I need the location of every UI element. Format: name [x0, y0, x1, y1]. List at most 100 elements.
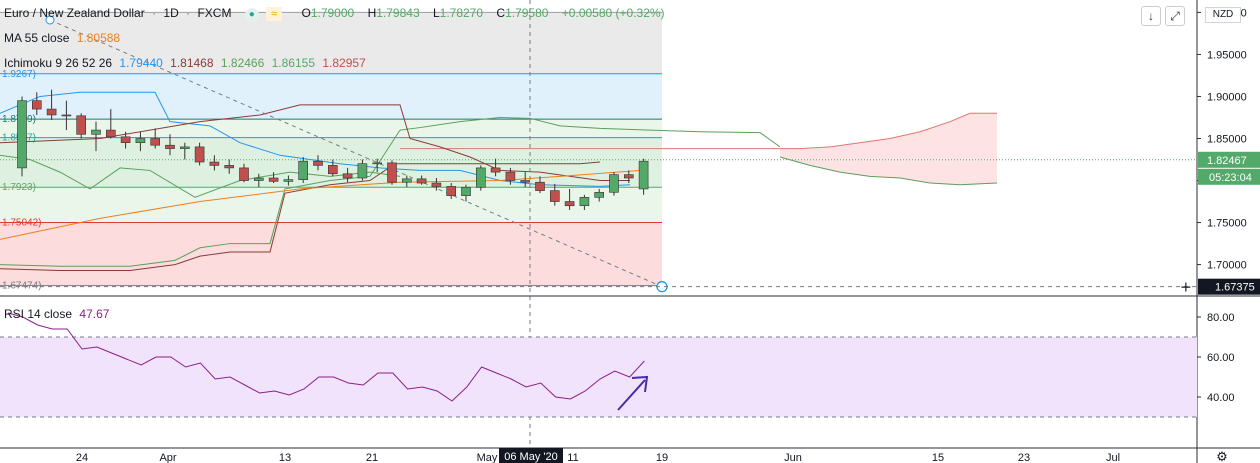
ichimoku-value-4: 1.86155 [271, 56, 316, 70]
rsi-line [7, 312, 645, 402]
candle-6 [106, 129, 116, 138]
time-label-3: 21 [366, 452, 378, 463]
candle-22 [342, 173, 353, 179]
fullscreen-button[interactable]: ⤢ [1165, 6, 1185, 26]
candle-25 [387, 162, 397, 183]
crosshair-time-tag [499, 448, 563, 463]
candle-8 [135, 138, 146, 143]
price-tick-1: 1.95000 [1207, 49, 1247, 61]
candle-7 [120, 136, 131, 143]
candle-10 [165, 144, 175, 149]
fib-band-2 [0, 119, 662, 138]
time-label-10: Jul [1106, 452, 1120, 463]
candle-18 [283, 179, 294, 182]
currency-badge[interactable]: NZD [1205, 7, 1241, 23]
candle-38 [579, 197, 590, 207]
candle-42 [638, 160, 649, 190]
trend-handle-start [45, 15, 55, 25]
fib-band-5 [0, 222, 662, 286]
ohlc-h-label: H [367, 6, 377, 20]
ohlc-c-value: 1.79580 [505, 6, 549, 20]
ohlc-c-label: C [496, 6, 506, 20]
ichimoku-value-5: 1.82957 [322, 56, 366, 70]
time-label-2: 13 [279, 452, 291, 463]
price-tick-5: 1.75000 [1207, 218, 1247, 230]
candle-35 [535, 181, 545, 191]
fullscreen-icon: ⤢ [1170, 9, 1180, 23]
price-tick-3: 1.85000 [1207, 133, 1247, 145]
ichimoku-value-2: 1.81468 [170, 56, 214, 70]
chikou-line [0, 129, 401, 267]
countdown-tag [1198, 168, 1260, 185]
candle-28 [431, 182, 442, 187]
candle-26 [401, 178, 412, 183]
ma-legend[interactable]: MA 55 close 1.80588 [4, 31, 124, 45]
candle-36 [549, 190, 560, 202]
eye-icon[interactable]: ● [244, 8, 259, 22]
senkou-a-line [780, 112, 997, 150]
candle-17 [268, 177, 279, 182]
crosshair-plus-icon: + [1180, 280, 1192, 296]
time-label-4: May [477, 452, 498, 463]
candle-34 [520, 180, 531, 183]
candle-23 [357, 163, 368, 179]
candle-32 [490, 167, 501, 173]
fib-label-0: 1.9267) [2, 69, 36, 80]
candle-2 [46, 108, 57, 116]
ma-label: MA 55 close [4, 31, 70, 45]
time-label-8: 15 [932, 452, 944, 463]
candle-24 [372, 162, 383, 165]
candle-13 [209, 161, 220, 166]
candle-19 [298, 160, 309, 180]
time-label-1: Apr [159, 452, 176, 463]
fib-band-1 [0, 73, 662, 120]
last-price-value: 1.82467 [1207, 155, 1247, 167]
fib-label-5: 1.67474) [2, 281, 41, 292]
candle-30 [461, 186, 471, 196]
symbol-name[interactable]: Euro / New Zealand Dollar [4, 6, 145, 20]
rsi-arrow-head [631, 375, 649, 393]
ma-line [0, 169, 641, 240]
crosshair-time-value: 06 May '20 [504, 451, 557, 463]
symbol-legend[interactable]: Euro / New Zealand Dollar · 1D · FXCM ● … [4, 6, 665, 22]
ohlc-h-value: 1.79843 [376, 6, 420, 20]
ma-value: 1.80588 [76, 31, 121, 45]
candle-21 [327, 165, 338, 175]
candle-0 [17, 100, 27, 169]
ichimoku-legend[interactable]: Ichimoku 9 26 52 26 1.79440 1.81468 1.82… [4, 56, 370, 70]
ohlc-o-value: 1.79000 [310, 6, 355, 20]
ohlc-o-label: O [301, 6, 311, 20]
interval-label[interactable]: 1D [163, 6, 179, 20]
candle-3 [61, 114, 72, 117]
candle-29 [446, 186, 457, 196]
senkou-b-line [779, 156, 998, 186]
rsi-band [0, 337, 1197, 417]
time-label-6: 19 [656, 452, 668, 463]
rsi-tick-1: 60.00 [1207, 352, 1235, 364]
crosshair-price-value: 1.67375 [1215, 282, 1255, 294]
ripple-icon[interactable]: ≈ [266, 7, 283, 21]
rsi-value: 47.67 [79, 307, 110, 321]
fib-label-3: 1.7923) [2, 182, 36, 193]
candle-11 [180, 146, 190, 149]
candle-9 [150, 138, 160, 146]
rsi-legend[interactable]: RSI 14 close 47.67 [4, 307, 113, 321]
ohlc-l-value: 1.78270 [439, 6, 484, 20]
price-tick-2: 1.90000 [1207, 91, 1247, 103]
rsi-tick-2: 40.00 [1207, 392, 1235, 404]
candle-1 [31, 100, 42, 110]
candle-41 [623, 174, 634, 179]
ichimoku-value-3: 1.82466 [220, 56, 265, 70]
ohlc-change: +0.00580 (+0.32%) [561, 6, 665, 20]
candle-12 [194, 146, 205, 163]
scroll-down-button[interactable]: ↓ [1141, 6, 1161, 26]
time-label-9: 23 [1018, 452, 1030, 463]
ichimoku-cloud-future [780, 113, 997, 185]
candle-20 [313, 160, 323, 166]
ichimoku-value-1: 1.79440 [119, 56, 163, 70]
candle-15 [239, 167, 249, 181]
rsi-tick-0: 80.00 [1207, 312, 1235, 324]
candle-31 [475, 167, 486, 188]
candle-16 [254, 177, 264, 181]
